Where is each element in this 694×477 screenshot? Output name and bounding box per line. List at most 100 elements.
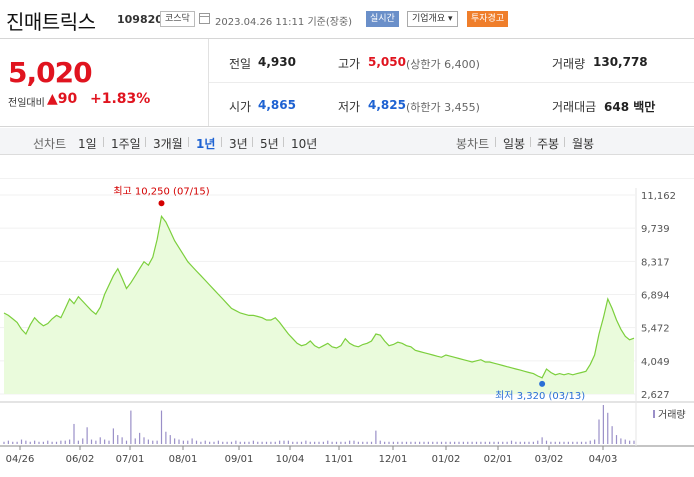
volume-bar <box>594 439 596 444</box>
volume-bar <box>222 441 224 444</box>
volume-bar <box>165 431 167 444</box>
datetime-basis: 기준(장중) <box>307 17 353 28</box>
volume-bar <box>143 437 145 444</box>
volume-bar <box>152 440 154 444</box>
volume-bar <box>156 440 158 444</box>
toolbar-divider <box>283 137 284 147</box>
volume-bar <box>397 441 399 444</box>
quote-summary <box>0 38 694 127</box>
volume-bar <box>117 435 119 444</box>
volume-bar <box>82 438 84 444</box>
period-1d[interactable]: 1일 <box>78 137 97 151</box>
x-tick-label: 10/04 <box>276 454 305 465</box>
volume-bar <box>125 440 128 444</box>
volume-bar <box>60 440 62 444</box>
volume-bar <box>497 441 499 444</box>
period-10y[interactable]: 10년 <box>291 137 318 151</box>
volume-bar <box>322 441 324 444</box>
volume-bar <box>69 439 71 444</box>
open-value: 4,865 <box>258 98 296 112</box>
x-tick-label: 07/01 <box>116 454 145 465</box>
volume-bar <box>230 441 233 444</box>
prev-close-label: 전일 <box>229 57 252 71</box>
volume-bar <box>305 440 307 444</box>
high-annotation: 최고 10,250 (07/15) <box>113 185 209 197</box>
company-overview-dropdown[interactable]: 기업개요 ▾ <box>407 11 458 27</box>
volume-bar <box>12 441 14 444</box>
volume-bar <box>274 441 276 444</box>
volume-bar <box>510 440 513 444</box>
volume-bar <box>375 430 377 444</box>
period-1y[interactable]: 1년 <box>196 137 216 151</box>
volume-bar <box>489 441 491 444</box>
lower-limit: (하한가 3,455) <box>406 101 480 114</box>
volume-bar <box>370 441 373 444</box>
volume-bar <box>309 441 311 444</box>
volume-bar <box>300 441 303 444</box>
period-1w[interactable]: 1주일 <box>111 137 141 151</box>
volume-bar <box>121 437 123 444</box>
candle-weekly[interactable]: 주봉 <box>537 137 560 151</box>
volume-bar <box>90 439 93 444</box>
volume-bar <box>77 440 79 444</box>
volume-bar <box>261 441 263 444</box>
volume-bar <box>213 441 215 444</box>
current-price: 5,020 <box>8 56 93 89</box>
period-3y[interactable]: 3년 <box>229 137 248 151</box>
volume-bar <box>462 441 464 444</box>
volume-bar <box>589 440 591 444</box>
volume-bar <box>611 426 613 444</box>
volume-bar <box>427 441 429 444</box>
volume-bar <box>38 441 40 444</box>
low-annotation: 최저 3,320 (03/13) <box>495 390 585 402</box>
candle-monthly[interactable]: 월봉 <box>572 137 595 151</box>
volume-bar <box>344 441 346 444</box>
change-label: 전일대비 <box>8 98 45 109</box>
volume-bar <box>357 441 359 444</box>
chart-toolbar <box>0 128 694 155</box>
realtime-button[interactable]: 실시간 <box>366 11 399 27</box>
volume-bar <box>419 441 421 444</box>
volume-bar <box>620 438 622 444</box>
volume-bar <box>252 440 254 444</box>
datetime-value: 2023.04.26 11:11 <box>215 17 305 28</box>
volume-bar <box>314 441 316 444</box>
price-chart[interactable]: 11,162 9,739 8,317 6,894 5,472 4,049 2,627 최고 1… <box>0 178 694 477</box>
low-label: 저가 <box>338 100 361 114</box>
investment-warning-badge[interactable]: 투자경고 <box>467 11 509 27</box>
volume-bar <box>445 441 447 444</box>
volume-bar <box>401 441 403 444</box>
x-tick-label: 08/01 <box>169 454 198 465</box>
x-tick-label: 01/02 <box>432 454 461 465</box>
volume-bar <box>195 440 198 444</box>
volume-bar <box>502 441 504 444</box>
volume-bar <box>169 435 171 444</box>
volume-label: 거래량 <box>552 57 586 71</box>
period-3m[interactable]: 3개월 <box>153 137 183 151</box>
stock-name[interactable]: 진매트릭스 <box>6 10 96 34</box>
volume-bar <box>279 440 281 444</box>
volume-bar <box>585 441 587 444</box>
volume-bar <box>475 441 478 444</box>
volume-bar <box>139 432 141 444</box>
volume-bar <box>467 441 469 444</box>
volume-bar <box>7 440 9 444</box>
toolbar-divider <box>145 137 146 147</box>
y-tick-label: 9,739 <box>641 224 670 235</box>
volume-bar <box>423 441 425 444</box>
stock-code: 109820 <box>117 13 163 26</box>
volume-bar <box>366 441 368 444</box>
volume-bar <box>318 441 320 444</box>
volume-bar <box>270 441 272 444</box>
volume-bar <box>34 440 36 444</box>
volume-bar <box>440 441 443 444</box>
volume-bar <box>296 441 298 444</box>
volume-bar <box>265 441 268 444</box>
volume-bar <box>20 439 23 444</box>
candle-daily[interactable]: 일봉 <box>503 137 526 151</box>
upper-limit: (상한가 6,400) <box>406 58 480 71</box>
volume-bar <box>182 440 184 444</box>
period-5y[interactable]: 5년 <box>260 137 279 151</box>
volume-bar <box>550 441 552 444</box>
